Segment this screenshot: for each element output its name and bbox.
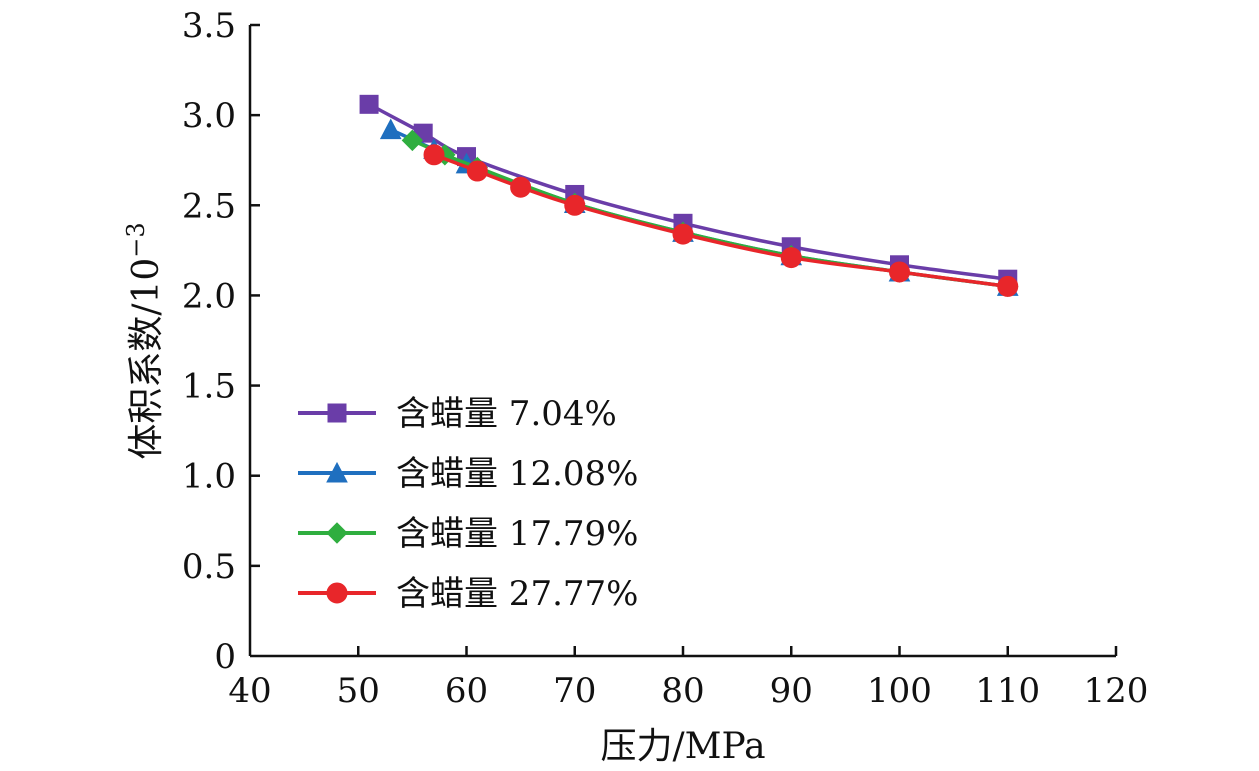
data-point	[379, 118, 402, 140]
legend: 含蜡量 7.04% 含蜡量 12.08% 含蜡量 17.79% 含蜡量 27.77%	[298, 394, 638, 614]
x-tick-label: 80	[661, 671, 704, 711]
data-point	[889, 261, 910, 283]
legend-swatch-marker	[326, 582, 348, 604]
data-point	[997, 275, 1019, 297]
data-point	[780, 247, 802, 269]
data-point	[359, 94, 379, 114]
x-tick-label: 60	[445, 671, 488, 711]
axes: 40 50 60 70 80 90 100 110 120 0 0.5 1.0 1.5 2.0 2.5 3.0…	[182, 6, 1149, 711]
data-point	[510, 176, 532, 198]
series-3	[401, 129, 1019, 298]
y-axis-title-main: 体积系数/10	[126, 258, 167, 460]
series-layer	[359, 94, 1019, 298]
x-tick-label: 120	[1084, 671, 1149, 711]
legend-swatch-marker	[326, 522, 348, 544]
x-tick-label: 90	[770, 671, 813, 711]
x-tick-label: 40	[228, 671, 271, 711]
y-tick-label: 2.5	[182, 186, 236, 226]
x-tick-label: 110	[975, 671, 1040, 711]
legend-item: 含蜡量 27.77%	[298, 574, 638, 614]
legend-label: 含蜡量 7.04%	[396, 394, 617, 434]
data-point	[423, 144, 445, 166]
y-tick-label: 3.0	[182, 96, 236, 136]
data-point	[401, 129, 424, 152]
series-4	[423, 144, 1019, 297]
legend-label: 含蜡量 12.08%	[396, 454, 638, 494]
y-tick-label: 0.5	[182, 547, 236, 587]
data-point	[564, 194, 586, 216]
series-1	[359, 94, 1018, 289]
y-tick-label: 1.0	[182, 457, 236, 497]
legend-label: 含蜡量 27.77%	[396, 574, 638, 614]
data-point	[466, 160, 488, 182]
series-line	[411, 138, 1008, 289]
legend-swatch-marker	[326, 461, 348, 483]
y-tick-label: 0	[214, 637, 236, 677]
legend-label: 含蜡量 17.79%	[396, 514, 638, 554]
x-tick-label: 100	[867, 671, 932, 711]
series-line	[368, 102, 1008, 281]
y-axis-title: 体积系数/10−3	[122, 222, 167, 459]
legend-item: 含蜡量 12.08%	[298, 454, 638, 494]
x-tick-label: 50	[337, 671, 380, 711]
y-tick-label: 3.5	[182, 6, 236, 46]
legend-item: 含蜡量 7.04%	[298, 394, 617, 434]
series-line	[389, 127, 1008, 289]
y-tick-label: 2.0	[182, 276, 236, 316]
y-axis-title-exponent: −3	[122, 222, 150, 257]
data-point	[672, 223, 694, 245]
legend-swatch-marker	[327, 403, 347, 423]
x-axis-title: 压力/MPa	[600, 726, 765, 767]
y-tick-label: 1.5	[182, 367, 236, 407]
legend-item: 含蜡量 17.79%	[298, 514, 638, 554]
x-tick-label: 70	[553, 671, 596, 711]
